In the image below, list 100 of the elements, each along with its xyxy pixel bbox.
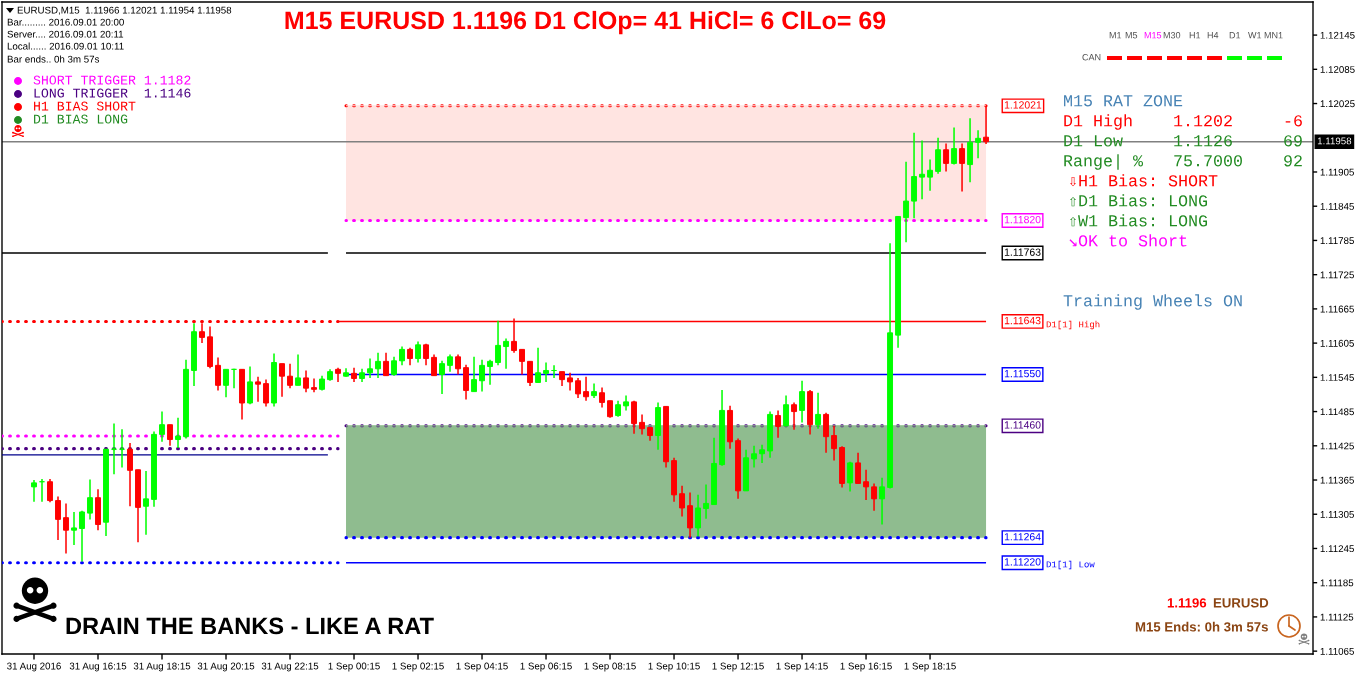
y-tick-label: 1.11845 [1320, 202, 1354, 210]
candlestick [527, 360, 533, 387]
candlestick [71, 511, 77, 546]
x-tick-label: 1 Sep 16:15 [840, 662, 892, 672]
candlestick [455, 353, 461, 376]
candlestick [471, 356, 477, 393]
annotation: SHORT TRIGGER 1.1182 [33, 75, 191, 85]
x-tick-label: 1 Sep 14:15 [776, 662, 828, 672]
candlestick [759, 443, 766, 464]
annotation: H1 [1189, 32, 1201, 39]
candlestick [487, 358, 493, 386]
annotation: Bar ends.. 0h 3m 57s [7, 55, 100, 63]
candlestick [631, 399, 637, 435]
candlestick [919, 139, 926, 201]
annotation: H4 [1207, 32, 1219, 39]
y-tick-label: 1.11785 [1320, 237, 1354, 245]
x-tick-label: 31 Aug 2016 [7, 662, 61, 672]
candlestick [703, 483, 710, 520]
annotation: M5 [1125, 32, 1138, 39]
candlestick [247, 365, 253, 405]
y-tick-label: 1.11545 [1320, 374, 1354, 381]
chart-title: M15 EURUSD 1.1196 D1 ClOp= 41 HiCl= 6 ClLo= 69 [285, 10, 886, 35]
candlestick [679, 484, 685, 518]
annotation: 1.1202 [1174, 115, 1232, 127]
annotation: D1[1] High [1046, 320, 1100, 330]
candlestick [391, 356, 397, 377]
annotation: M15 [1144, 32, 1162, 39]
candlestick [959, 142, 966, 193]
x-tick-label: 1 Sep 04:15 [456, 662, 508, 672]
candlestick [855, 451, 862, 485]
x-tick-label: 31 Aug 22:15 [261, 662, 319, 672]
annotation: ↘OK to Short [1069, 234, 1187, 247]
x-tick-label: 1 Sep 02:15 [392, 662, 444, 672]
x-tick-label: 1 Sep 00:15 [328, 662, 380, 672]
candlestick [775, 409, 782, 439]
y-tick-label: 1.11905 [1320, 168, 1354, 176]
candlestick [495, 320, 501, 367]
candlestick [375, 352, 381, 379]
annotation: Server.... 2016.09.01 20:11 [7, 30, 124, 38]
candlestick [519, 348, 525, 376]
candlestick [927, 158, 934, 192]
candlestick [279, 362, 285, 398]
candlestick [695, 494, 702, 538]
x-tick-label: 1 Sep 18:15 [904, 662, 956, 672]
candlestick [815, 391, 822, 430]
annotation: ⇩H1 Bias: SHORT [1069, 174, 1218, 187]
series-label: 1.11820 [1004, 215, 1041, 224]
candlestick [583, 376, 589, 402]
annotation: EURUSD,M15 1.11966 1.12021 1.11954 1.11958 [17, 6, 232, 15]
series-label: 1.11264 [1004, 533, 1041, 541]
candlestick [879, 476, 886, 526]
candlestick [31, 479, 37, 503]
candlestick [863, 468, 870, 501]
y-tick-label: 1.11305 [1320, 510, 1354, 518]
candlestick [871, 482, 878, 512]
candlestick [847, 461, 854, 493]
x-tick-label: 31 Aug 18:15 [133, 662, 191, 672]
candlestick [159, 410, 165, 443]
annotation: ⇧W1 Bias: LONG [1069, 214, 1208, 227]
annotation: 75.7000 [1174, 155, 1242, 167]
x-tick-label: 31 Aug 16:15 [69, 662, 127, 672]
annotation: M15 RAT ZONE [1064, 95, 1183, 107]
candlestick [415, 340, 421, 364]
series-label: 1.11460 [1004, 421, 1041, 429]
candlestick [47, 478, 53, 504]
candlestick [127, 442, 133, 508]
candlestick [751, 445, 758, 469]
x-tick-label: 1 Sep 06:15 [520, 662, 572, 672]
candlestick [79, 510, 85, 563]
annotation: Local...... 2016.09.01 10:11 [7, 42, 124, 50]
candlestick [367, 357, 373, 379]
candlestick [951, 126, 958, 166]
y-tick-label: 1.11425 [1320, 442, 1354, 450]
candlestick [903, 160, 910, 243]
candlestick [399, 345, 405, 367]
annotation: D1 [1229, 32, 1241, 39]
candlestick [295, 353, 301, 387]
annotation: W1 [1248, 32, 1262, 39]
x-tick-label: 1 Sep 08:15 [584, 662, 636, 672]
candlestick [263, 378, 269, 408]
annotation: D1 BIAS LONG [34, 114, 128, 124]
candlestick [783, 394, 790, 428]
annotation: DRAIN THE BANKS - LIKE A RAT [66, 617, 434, 635]
candlestick [599, 386, 605, 409]
annotation: D1[1] Low [1046, 560, 1095, 570]
series-label: 1.11550 [1004, 369, 1041, 378]
candlestick [463, 364, 469, 401]
candlestick [223, 368, 229, 399]
candlestick [943, 142, 950, 173]
candlestick [967, 117, 974, 184]
x-tick-label: 1 Sep 12:15 [712, 662, 764, 672]
series-label: 1.12021 [1004, 101, 1042, 109]
ref-line-label: 1.11958 [1317, 137, 1352, 145]
y-tick-label: 1.12085 [1320, 66, 1355, 73]
annotation: 92 [1284, 155, 1302, 167]
candlestick [87, 478, 93, 521]
y-tick-label: 1.11725 [1320, 271, 1354, 279]
y-tick-label: 1.11185 [1320, 579, 1354, 587]
x-tick-label: 1 Sep 10:15 [648, 662, 700, 672]
series-label: 1.11763 [1004, 248, 1041, 256]
